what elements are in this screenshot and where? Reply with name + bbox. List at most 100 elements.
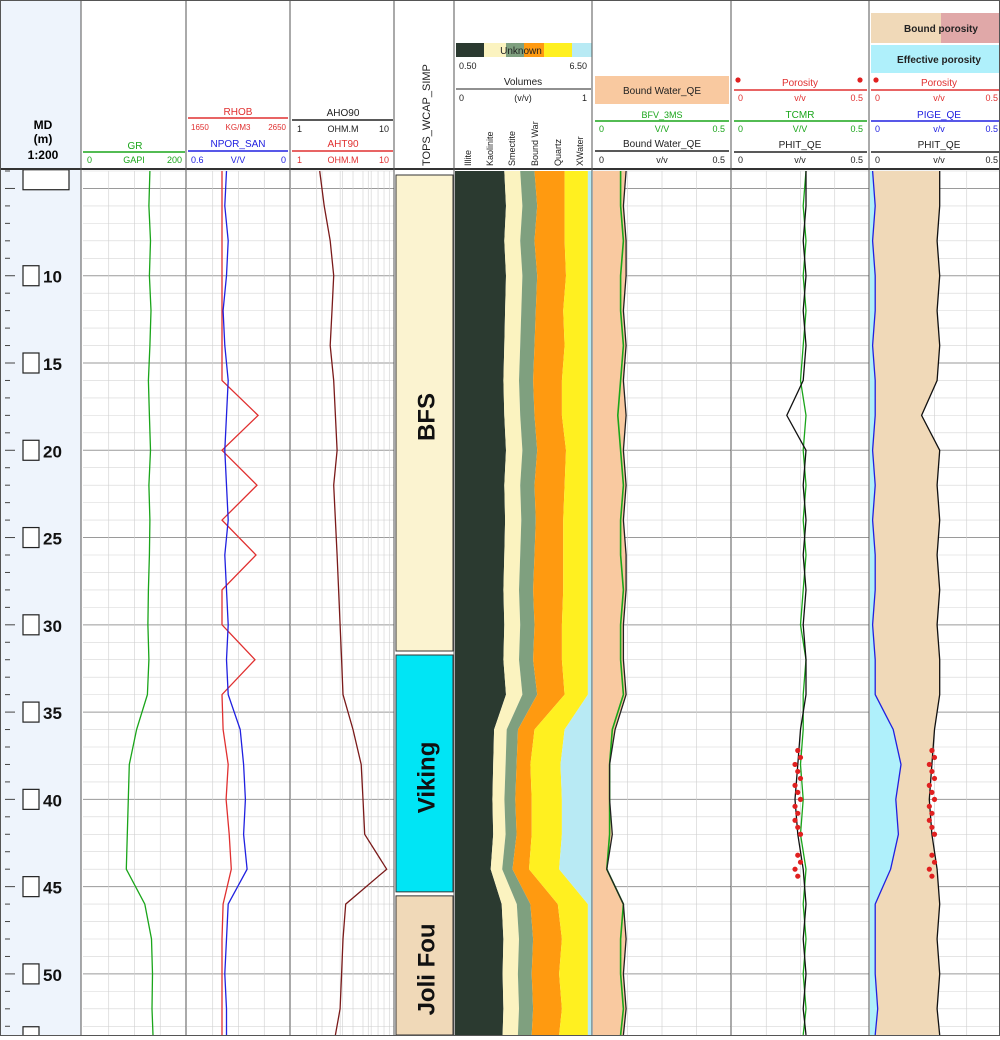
rhob-scale-min: 1650 <box>191 123 209 132</box>
eff-core-porosity-point <box>929 824 935 830</box>
vol-area-kaolinite <box>490 171 523 1035</box>
gr-curve <box>125 170 154 1036</box>
bound-porosity-fill <box>870 171 940 1035</box>
vol-legend-illite-swatch <box>456 43 484 57</box>
bwqe-scale-min: 0 <box>599 155 604 165</box>
eff-phit-qe-curve <box>920 171 941 1036</box>
tops-track-title: TOPS_WCAP_SIMP <box>421 64 433 166</box>
bfv-curve-name: BFV_3MS <box>641 110 682 120</box>
pige-curve-name: PIGE_QE <box>917 110 961 121</box>
core-porosity-point <box>792 782 798 789</box>
depth-box-10 <box>22 1026 40 1040</box>
vol-area-smectite <box>502 171 538 1035</box>
bfv-unit: V/V <box>655 124 670 134</box>
eff-phit-curve-name: PHIT_QE <box>918 140 961 151</box>
npor-curve-name: NPOR_SAN <box>210 139 265 150</box>
core-porosity-point <box>792 803 798 809</box>
vol-legend-kaolinite-swatch <box>484 43 506 57</box>
bw-fill-label: Bound Water_QE <box>623 86 701 97</box>
depth-box-7 <box>22 788 40 810</box>
effective-porosity-label: Effective porosity <box>897 55 981 66</box>
eff-por-unit: v/v <box>933 93 945 103</box>
formation-label-0: BFS <box>414 393 441 441</box>
bfv-scale-max: 0.5 <box>712 124 725 134</box>
depth-box-6 <box>22 701 40 723</box>
eff-core-porosity-point <box>931 796 938 802</box>
formation-label-1: Viking <box>414 742 441 814</box>
depth-scale: 1:200 <box>28 148 59 162</box>
eff-core-porosity-point <box>931 754 938 761</box>
phit-qe-curve <box>786 171 807 1036</box>
bwqe-unit: v/v <box>656 155 668 165</box>
vol-mineral-xwater: XWater <box>575 136 585 166</box>
vol-legend-xwater-swatch <box>572 43 592 57</box>
vol-legend-boundwater-swatch <box>524 43 544 57</box>
bound-water-qe-curve <box>606 170 627 1036</box>
tcmr-scale-min: 0 <box>738 124 743 134</box>
depth-label-30: 30 <box>43 617 62 636</box>
eff-core-porosity-point <box>931 831 938 837</box>
tcmr-scale-max: 0.5 <box>850 124 863 134</box>
npor-curve <box>222 170 248 1035</box>
pige-scale-max: 0.5 <box>985 124 998 134</box>
aht90-unit: OHM.M <box>328 155 359 165</box>
core-porosity-point <box>792 866 798 872</box>
core-porosity-point <box>792 817 798 823</box>
depth-box-3 <box>22 439 40 461</box>
bw-fill-area <box>593 171 627 1035</box>
depth-label-40: 40 <box>43 791 62 810</box>
rhob-curve <box>221 171 260 1035</box>
depth-box-8 <box>22 876 40 898</box>
pige-unit: v/v <box>933 124 945 134</box>
depth-title-unit: (m) <box>34 132 53 146</box>
eff-phit-scale-min: 0 <box>875 155 880 165</box>
aho90-curve-name: AHO90 <box>327 108 360 119</box>
core-porosity-point <box>795 852 801 858</box>
depth-box-5 <box>22 614 40 636</box>
formation-block-0 <box>395 174 454 652</box>
eff-phit-unit: v/v <box>933 155 945 165</box>
eff-por-scale-min: 0 <box>875 93 880 103</box>
formation-label-2: Joli Fou <box>414 923 441 1015</box>
depth-label-15: 15 <box>43 355 62 374</box>
eff-core-porosity-point <box>929 873 935 879</box>
eff-core-porosity-point <box>929 789 935 795</box>
core-porosity-point <box>797 859 804 865</box>
por-marker-right <box>857 77 863 83</box>
eff-core-porosity-point <box>926 817 932 823</box>
phit-scale-min: 0 <box>738 155 743 165</box>
vol-scale-max: 1 <box>582 93 587 103</box>
vol-area-illite <box>455 171 506 1035</box>
rhob-curve-name: RHOB <box>224 107 253 118</box>
eff-core-porosity-point <box>926 761 932 768</box>
vol-area-bound-water <box>512 171 566 1035</box>
npor-unit: V/V <box>231 155 246 165</box>
gr-curve-name: GR <box>128 141 143 152</box>
depth-label-25: 25 <box>43 530 62 549</box>
eff-core-porosity-point <box>929 768 935 775</box>
gr-scale-min: 0 <box>87 155 92 165</box>
vol-legend-quartz-swatch <box>544 43 572 57</box>
phit-curve-name: PHIT_QE <box>779 140 822 151</box>
eff-core-porosity-point <box>929 747 935 754</box>
aho90-scale-max: 10 <box>379 124 389 134</box>
por-marker-left <box>735 77 741 83</box>
vol-unknown-left: 0.50 <box>459 61 477 71</box>
core-porosity-point <box>797 831 804 837</box>
vol-mineral-boundwater: Bound War <box>530 121 540 166</box>
core-porosity-point <box>795 768 801 775</box>
npor-scale-min: 0.6 <box>191 155 204 165</box>
gr-scale-max: 200 <box>167 155 182 165</box>
eff-core-porosity-point <box>926 803 932 809</box>
core-porosity-point <box>797 796 804 802</box>
aho90-unit: OHM.M <box>328 124 359 134</box>
core-porosity-point <box>795 747 801 754</box>
eff-core-porosity-point <box>926 866 932 872</box>
por-curve-name: Porosity <box>782 78 818 89</box>
pige-scale-min: 0 <box>875 124 880 134</box>
eff-core-porosity-point <box>931 775 938 782</box>
gr-unit: GAPI <box>123 155 145 165</box>
eff-phit-scale-max: 0.5 <box>985 155 998 165</box>
por-unit: v/v <box>794 93 806 103</box>
